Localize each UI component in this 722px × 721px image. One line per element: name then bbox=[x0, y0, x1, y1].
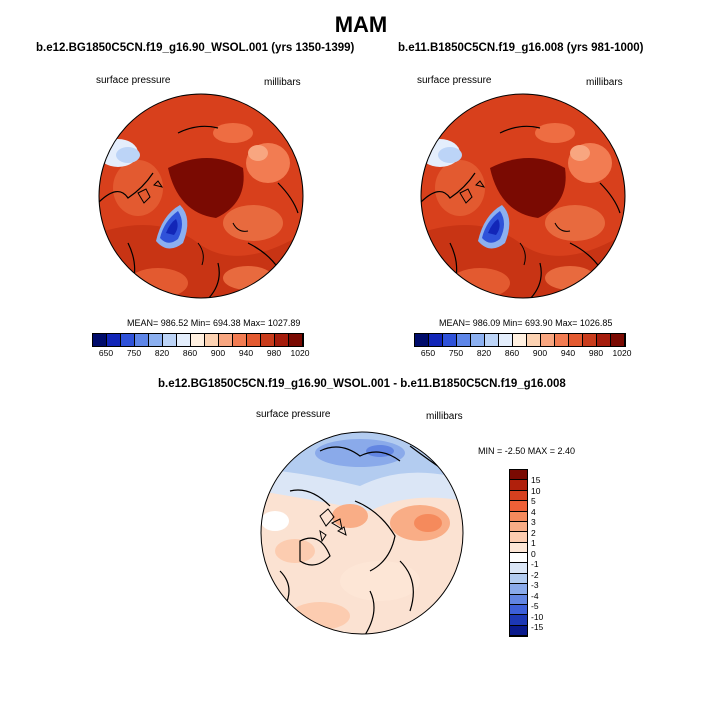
colorbar-swatch bbox=[510, 470, 527, 481]
panel-3-title: b.e12.BG1850C5CN.f19_g16.90_WSOL.001 - b… bbox=[158, 378, 566, 390]
colorbar-swatch bbox=[597, 334, 611, 346]
panel-3-cbar-tick: 15 bbox=[531, 475, 541, 485]
colorbar-swatch bbox=[275, 334, 289, 346]
panel-3-cbar-tick: -15 bbox=[531, 622, 544, 632]
panel-2-colorbar-ticks: 650 750 820 860 900 940 980 1020 bbox=[414, 348, 632, 360]
panel-2-stats: MEAN= 986.09 Min= 693.90 Max= 1026.85 bbox=[439, 318, 613, 328]
colorbar-swatch bbox=[471, 334, 485, 346]
panel-1-colorbar bbox=[92, 333, 304, 347]
colorbar-swatch bbox=[510, 563, 527, 574]
panel-1-cbar-tick: 750 bbox=[126, 348, 142, 358]
colorbar-swatch bbox=[569, 334, 583, 346]
colorbar-swatch bbox=[510, 615, 527, 626]
colorbar-swatch bbox=[555, 334, 569, 346]
panel-1-stats: MEAN= 986.52 Min= 694.38 Max= 1027.89 bbox=[127, 318, 301, 328]
panel-3-cbar-tick: -3 bbox=[531, 580, 539, 590]
panel-3-cbar-tick: 4 bbox=[531, 506, 536, 517]
colorbar-swatch bbox=[510, 501, 527, 512]
panel-3-cbar-tick: 3 bbox=[531, 517, 536, 527]
colorbar-swatch bbox=[163, 334, 177, 346]
colorbar-swatch bbox=[415, 334, 429, 346]
panel-1-units-label: millibars bbox=[264, 77, 301, 88]
colorbar-swatch bbox=[247, 334, 261, 346]
panel-2-colorbar bbox=[414, 333, 626, 347]
colorbar-swatch bbox=[149, 334, 163, 346]
panel-1-cbar-tick: 860 bbox=[182, 348, 198, 358]
colorbar-swatch bbox=[541, 334, 555, 346]
panel-1-cbar-tick: 940 bbox=[238, 348, 254, 358]
panel-3-cbar-tick: -1 bbox=[531, 559, 539, 569]
colorbar-swatch bbox=[611, 334, 625, 346]
colorbar-swatch bbox=[233, 334, 247, 346]
panel-2-cbar-tick: 1020 bbox=[612, 348, 632, 358]
panel-3-cbar-tick: 10 bbox=[531, 485, 541, 496]
colorbar-swatch bbox=[191, 334, 205, 346]
colorbar-swatch bbox=[261, 334, 275, 346]
panel-1-field-label: surface pressure bbox=[96, 75, 171, 86]
colorbar-swatch bbox=[510, 594, 527, 605]
panel-1-polar-map bbox=[98, 93, 304, 299]
colorbar-swatch bbox=[107, 334, 121, 346]
panel-3-colorbar-ticks: 15 10 5 4 3 2 1 0 -1 -2 -3 -4 -5 -10 -15 bbox=[531, 469, 561, 635]
colorbar-swatch bbox=[485, 334, 499, 346]
panel-3-cbar-tick: -10 bbox=[531, 611, 544, 622]
colorbar-swatch bbox=[219, 334, 233, 346]
panel-1-cbar-tick: 820 bbox=[154, 348, 170, 358]
panel-2-cbar-tick: 940 bbox=[560, 348, 576, 358]
colorbar-swatch bbox=[121, 334, 135, 346]
colorbar-swatch bbox=[510, 521, 527, 533]
colorbar-swatch bbox=[177, 334, 191, 346]
colorbar-swatch bbox=[510, 573, 527, 585]
figure-title: MAM bbox=[334, 12, 388, 37]
colorbar-swatch bbox=[510, 553, 527, 564]
panel-2-polar-map bbox=[420, 93, 626, 299]
panel-1-cbar-tick: 650 bbox=[98, 348, 114, 358]
panel-3-stats: MIN = -2.50 MAX = 2.40 bbox=[478, 446, 576, 456]
panel-2-field-label: surface pressure bbox=[417, 75, 492, 86]
panel-2-cbar-tick: 900 bbox=[532, 348, 548, 358]
panel-1-colorbar-ticks: 650 750 820 860 900 940 980 1020 bbox=[92, 348, 310, 360]
colorbar-swatch bbox=[510, 625, 527, 636]
panel-3-cbar-tick: 1 bbox=[531, 538, 536, 548]
panel-3-cbar-tick: 0 bbox=[531, 548, 536, 559]
colorbar-swatch bbox=[513, 334, 527, 346]
panel-3-units-label: millibars bbox=[426, 411, 463, 422]
colorbar-swatch bbox=[510, 584, 527, 595]
colorbar-swatch bbox=[135, 334, 149, 346]
panel-3-cbar-tick: 2 bbox=[531, 527, 536, 538]
colorbar-swatch bbox=[510, 511, 527, 522]
panel-2-cbar-tick: 650 bbox=[420, 348, 436, 358]
panel-1-cbar-tick: 980 bbox=[266, 348, 282, 358]
panel-2-cbar-tick: 860 bbox=[504, 348, 520, 358]
panel-1-cbar-tick: 1020 bbox=[290, 348, 310, 358]
panel-3-colorbar bbox=[509, 469, 528, 637]
panel-1-cbar-tick: 900 bbox=[210, 348, 226, 358]
colorbar-swatch bbox=[499, 334, 513, 346]
colorbar-swatch bbox=[510, 480, 527, 491]
panel-3-cbar-tick: -2 bbox=[531, 569, 539, 580]
colorbar-swatch bbox=[510, 542, 527, 553]
colorbar-swatch bbox=[510, 490, 527, 502]
colorbar-swatch bbox=[443, 334, 457, 346]
colorbar-swatch bbox=[93, 334, 107, 346]
colorbar-swatch bbox=[527, 334, 541, 346]
colorbar-swatch bbox=[289, 334, 303, 346]
colorbar-swatch bbox=[583, 334, 597, 346]
colorbar-swatch bbox=[205, 334, 219, 346]
panel-3-cbar-tick: 5 bbox=[531, 496, 536, 506]
colorbar-swatch bbox=[510, 604, 527, 616]
panel-3-cbar-tick: -4 bbox=[531, 590, 539, 601]
panel-2-cbar-tick: 820 bbox=[476, 348, 492, 358]
colorbar-swatch bbox=[510, 532, 527, 543]
panel-2-units-label: millibars bbox=[586, 77, 623, 88]
panel-3-field-label: surface pressure bbox=[256, 409, 331, 420]
colorbar-swatch bbox=[457, 334, 471, 346]
panel-3-cbar-tick: -5 bbox=[531, 601, 539, 611]
colorbar-swatch bbox=[429, 334, 443, 346]
panel-1-title: b.e12.BG1850C5CN.f19_g16.90_WSOL.001 (yr… bbox=[36, 42, 355, 54]
panel-2-cbar-tick: 980 bbox=[588, 348, 604, 358]
panel-3-polar-map bbox=[260, 431, 464, 635]
panel-2-cbar-tick: 750 bbox=[448, 348, 464, 358]
panel-2-title: b.e11.B1850C5CN.f19_g16.008 (yrs 981-100… bbox=[398, 42, 644, 54]
